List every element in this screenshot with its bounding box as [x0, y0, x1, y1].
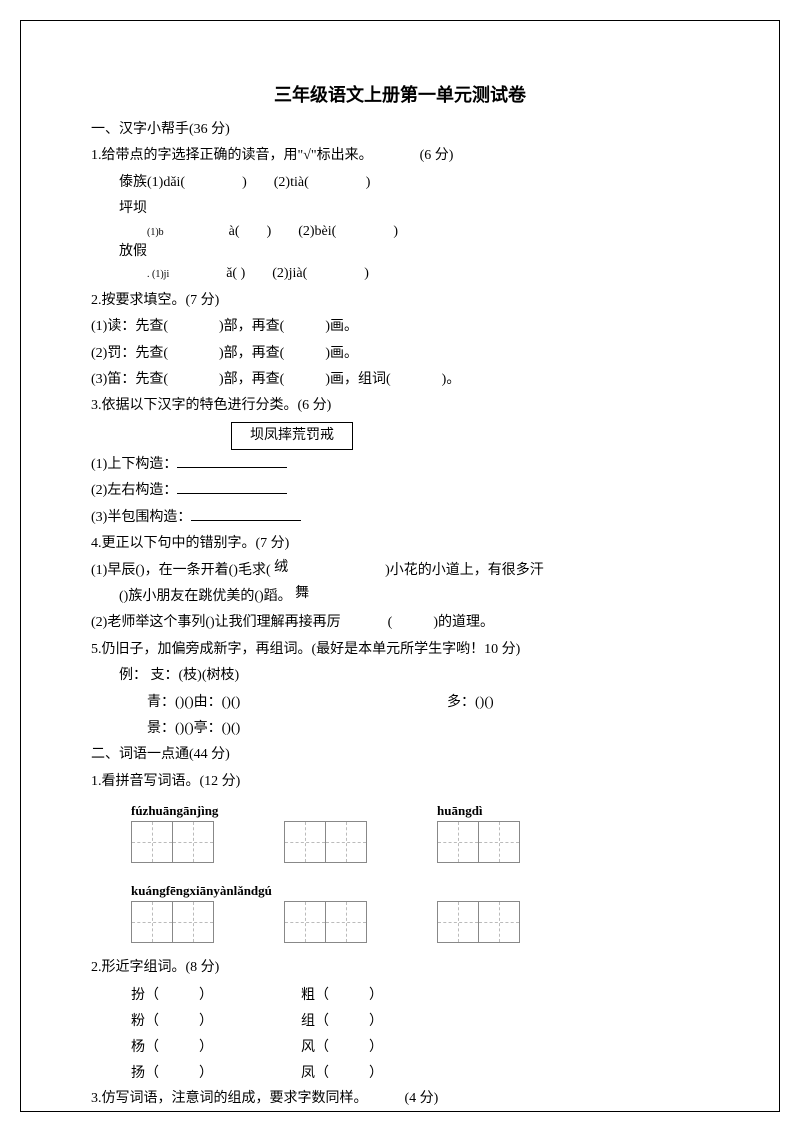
tian-row-1: fúzhuāngānjìng huāngdì — [131, 821, 709, 863]
q2-b2: )部，再查( — [219, 346, 284, 361]
pinyin-2: huāngdì — [437, 803, 483, 819]
blank[interactable] — [191, 507, 301, 521]
q1-r1b: ) — [242, 175, 247, 190]
blank[interactable] — [177, 454, 287, 468]
q5-r1b: 多：()() — [447, 692, 494, 714]
q1-r1c: (2)tià( — [274, 175, 309, 190]
q1-r2-label: 坪坝 — [119, 201, 147, 216]
s2q3-stem: 3.仿写词语，注意词的组成，要求字数同样。 — [91, 1091, 368, 1106]
q4-l3b: ( — [388, 615, 393, 630]
q1-r2d: ) — [393, 224, 398, 239]
pinyin-3: kuángfēngxiānyànlǎndgú — [131, 883, 272, 899]
q1-r2c: (2)bèi( — [298, 224, 336, 239]
q1-r3d: ) — [364, 266, 369, 281]
q1-r1a: 傣族(1)dǎi( — [119, 175, 185, 190]
q2-stem: 2.按要求填空。(7 分) — [91, 290, 709, 312]
q4-l1-annot: 绒 — [274, 560, 288, 575]
section2-heading: 二、词语一点通(44 分) — [91, 744, 709, 766]
q4-stem: 4.更正以下句中的错别字。(7 分) — [91, 533, 709, 555]
q1-r3a: ǎ( ) — [226, 266, 245, 281]
q4-l2a: ()族小朋友在跳优美的()蹈。 — [119, 589, 292, 604]
q1-r3-label: 放假 — [119, 244, 147, 259]
pinyin-1: fúzhuāngānjìng — [131, 803, 218, 819]
q2-a3: )画。 — [325, 319, 358, 334]
q1-r2a: à( — [229, 224, 240, 239]
q5-r1a: 青：()()由：()() — [147, 692, 447, 714]
q3-stem: 3.依据以下汉字的特色进行分类。(6 分) — [91, 395, 709, 417]
tian-row-2: kuángfēngxiānyànlǎndgú — [131, 901, 709, 943]
q2-a2: )部，再查( — [219, 319, 284, 334]
q1-score: (6 分) — [420, 148, 454, 163]
q3-a: (1)上下构造： — [91, 457, 177, 472]
q1-r3c: (2)jià( — [272, 266, 307, 281]
q2-c3: )画，组词( — [325, 372, 390, 387]
page-title: 三年级语文上册第一单元测试卷 — [91, 81, 709, 107]
q4-l1b: )小花的小道上，有很多汗 — [385, 563, 544, 578]
q1-stem: 1.给带点的字选择正确的读音，用"√"标出来。 — [91, 148, 373, 163]
q4-l1a: (1)早辰()，在一条开着()毛求( — [91, 563, 271, 578]
q1-r1d: ) — [366, 175, 371, 190]
q2-c2: )部，再查( — [219, 372, 284, 387]
s2q3-score: (4 分) — [405, 1091, 439, 1106]
q5-ex: 例： 支：(枝)(树枝) — [91, 665, 709, 687]
q3-c: (3)半包围构造： — [91, 510, 191, 525]
q1-r2b: ) — [267, 224, 272, 239]
q2-a1: (1)读：先查( — [91, 319, 168, 334]
q2-b1: (2)罚：先查( — [91, 346, 168, 361]
q4-l2-annot: 舞 — [295, 586, 309, 601]
q1-r2-sub: (1)b — [147, 227, 164, 238]
q2-c4: )。 — [442, 372, 461, 387]
q3-chars: 坝凤摔荒罚戒 — [231, 422, 353, 450]
q2-c1: (3)笛：先查( — [91, 372, 168, 387]
pair-table: 扮（） 粗（） 粉（） 组（） 杨（） 风（） 扬（） 凤（） — [131, 984, 709, 1082]
q5-stem: 5.仍旧子，加偏旁成新字，再组词。(最好是本单元所学生字哟！10 分) — [91, 639, 709, 661]
blank[interactable] — [177, 480, 287, 494]
q5-r2: 景：()()亭：()() — [91, 718, 709, 740]
s2q2-stem: 2.形近字组词。(8 分) — [91, 957, 709, 979]
s2q1-stem: 1.看拼音写词语。(12 分) — [91, 771, 709, 793]
q4-l3a: (2)老师举这个事列()让我们理解再接再厉 — [91, 615, 341, 630]
q1-r3-sub: . (1)ji — [147, 269, 169, 280]
section1-heading: 一、汉字小帮手(36 分) — [91, 119, 709, 141]
q2-b3: )画。 — [325, 346, 358, 361]
q3-b: (2)左右构造： — [91, 483, 177, 498]
q4-l3c: )的道理。 — [433, 615, 494, 630]
